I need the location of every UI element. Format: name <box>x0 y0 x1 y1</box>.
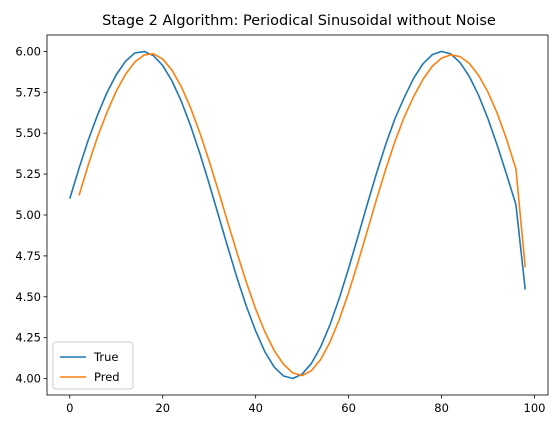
plot-area <box>46 34 549 396</box>
axes: 0 20 40 60 80 100 4.00 4.25 4.50 4.75 5.00 5.25 5.50… <box>15 44 545 415</box>
x-tick-label: 40 <box>248 401 263 415</box>
series-group <box>69 50 527 380</box>
legend-box <box>52 341 134 390</box>
x-tick-label: 20 <box>155 401 170 415</box>
legend-label-pred: Pred <box>94 370 120 384</box>
y-tick-label: 6.00 <box>15 44 41 58</box>
y-tick-label: 5.25 <box>15 167 41 181</box>
series-line-pred <box>78 53 527 377</box>
y-tick-label: 4.75 <box>15 249 41 263</box>
y-tick-label: 5.00 <box>15 208 41 222</box>
x-tick-label: 60 <box>341 401 356 415</box>
x-tick-label: 100 <box>524 401 546 415</box>
y-tick-label: 4.00 <box>15 372 41 386</box>
y-tick-label: 5.50 <box>15 126 41 140</box>
plot-frame <box>46 34 549 396</box>
x-tick-label: 80 <box>434 401 449 415</box>
y-tick-label: 4.25 <box>15 331 41 345</box>
legend-label-true: True <box>93 350 118 364</box>
legend: True Pred <box>52 341 134 390</box>
chart-title: Stage 2 Algorithm: Periodical Sinusoidal… <box>102 13 496 29</box>
x-tick-label: 0 <box>66 401 73 415</box>
y-tick-label: 4.50 <box>15 290 41 304</box>
series-line-true <box>69 50 527 380</box>
y-tick-label: 5.75 <box>15 85 41 99</box>
